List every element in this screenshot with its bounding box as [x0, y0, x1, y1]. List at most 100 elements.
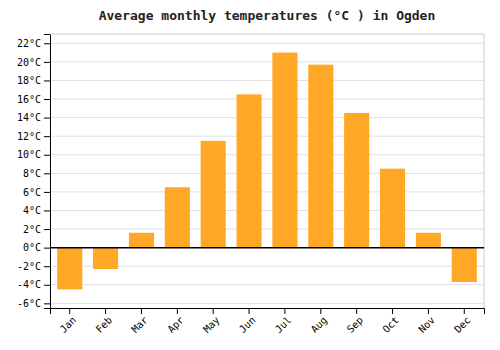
title: Average monthly temperatures (°C ) in Og… [99, 8, 436, 23]
chart: Average monthly temperatures (°C ) in Og… [0, 0, 500, 350]
y-tick-label: 10°C [17, 149, 41, 160]
y-tick: 14°C [17, 112, 50, 123]
y-tick-label: 20°C [17, 57, 41, 68]
y-tick-label: 6°C [23, 187, 41, 198]
grid [50, 43, 484, 303]
grid-line [50, 173, 484, 174]
y-tick-mark [44, 192, 50, 193]
y-tick: -2°C [17, 261, 50, 272]
y-axis: -6°C -4°C -2°C 0°C 2°C 4°C 6°C 8°C 10°C 12°C 14°C 1… [17, 35, 51, 310]
bar [165, 187, 190, 247]
y-tick-mark [44, 155, 50, 156]
y-tick-mark [44, 43, 50, 44]
y-tick-label: 2°C [23, 224, 41, 235]
grid-line [50, 99, 484, 100]
y-tick-mark [44, 210, 50, 211]
x-tick-label: Feb [94, 314, 115, 335]
x-tick-label: Mar [129, 314, 150, 335]
x-tick-mark [105, 308, 106, 314]
grid-line [50, 43, 484, 44]
bar [416, 233, 441, 248]
y-tick: 10°C [17, 149, 50, 160]
x-tick-label: Nov [416, 314, 437, 335]
x-tick-mark [249, 308, 250, 314]
grid-line [50, 61, 484, 62]
y-tick-mark [44, 285, 50, 286]
y-tick-label: 22°C [17, 38, 41, 49]
x-tick: Jul [273, 308, 294, 335]
y-axis-line [44, 35, 51, 309]
x-axis: Jan Feb Mar Apr May Jun Jul Aug Sep Oct Nov Dec [51, 308, 485, 335]
x-tick-label: May [201, 314, 222, 335]
y-tick: 12°C [17, 131, 50, 142]
bar [380, 169, 405, 248]
y-tick-label: 14°C [17, 112, 41, 123]
y-tick-label: 18°C [17, 75, 41, 86]
x-tick-mark [392, 308, 393, 314]
grid-line [50, 117, 484, 118]
x-tick: Sep [345, 308, 366, 335]
y-tick-mark [44, 99, 50, 100]
x-tick-label: Sep [345, 314, 366, 335]
y-tick-label: -4°C [17, 279, 41, 290]
grid-line [50, 229, 484, 230]
plot-frame-right [484, 34, 485, 308]
zero-line [50, 247, 484, 249]
y-tick: 22°C [17, 38, 50, 49]
y-tick-mark [44, 136, 50, 137]
y-tick-label: 4°C [23, 205, 41, 216]
x-tick-label: Jul [273, 314, 294, 335]
y-tick: 6°C [23, 187, 50, 198]
bar [344, 113, 369, 248]
x-tick: Feb [94, 308, 115, 335]
x-tick-mark [428, 308, 429, 314]
y-tick: 16°C [17, 94, 50, 105]
x-tick: May [201, 308, 222, 335]
plot: -6°C -4°C -2°C 0°C 2°C 4°C 6°C 8°C 10°C 12°C 14°C 1… [17, 34, 485, 335]
y-tick-label: -6°C [17, 298, 41, 309]
x-tick: Aug [309, 308, 330, 335]
y-tick-label: -2°C [17, 261, 41, 272]
x-tick-mark [464, 308, 465, 314]
y-tick-label: 8°C [23, 168, 41, 179]
y-tick: 20°C [17, 57, 50, 68]
y-tick: 2°C [23, 224, 50, 235]
y-tick: 0°C [23, 242, 50, 253]
x-tick-mark [177, 308, 178, 314]
y-tick-mark [44, 248, 50, 249]
bar [93, 248, 118, 269]
y-tick: -4°C [17, 279, 50, 290]
x-tick-label: Dec [452, 314, 473, 335]
bar [272, 53, 297, 248]
grid-line [50, 247, 484, 248]
x-tick-mark [213, 308, 214, 314]
bar [237, 94, 262, 247]
bar [57, 248, 82, 290]
x-tick-label: Oct [380, 314, 401, 335]
y-tick: 8°C [23, 168, 50, 179]
grid-line [50, 210, 484, 211]
x-tick: Mar [129, 308, 150, 335]
y-tick-mark [44, 303, 50, 304]
plot-frame-top [50, 34, 484, 35]
x-tick-label: Jan [58, 314, 79, 335]
grid-line [50, 80, 484, 81]
y-tick-mark [44, 229, 50, 230]
x-tick-mark [320, 308, 321, 314]
y-tick-mark [44, 62, 50, 63]
x-tick: Dec [452, 308, 473, 335]
x-tick: Oct [380, 308, 401, 335]
bar [201, 141, 226, 248]
x-tick-label: Apr [165, 314, 186, 335]
grid-line [50, 191, 484, 192]
x-tick: Nov [416, 308, 437, 335]
grid-line [50, 136, 484, 137]
y-tick: -6°C [17, 298, 50, 309]
x-tick: Jan [58, 308, 79, 335]
x-tick-mark [356, 308, 357, 314]
grid-line [50, 154, 484, 155]
x-tick-mark [141, 308, 142, 314]
x-tick-label: Jun [237, 314, 258, 335]
bar [129, 233, 154, 248]
x-tick-mark [69, 308, 70, 314]
